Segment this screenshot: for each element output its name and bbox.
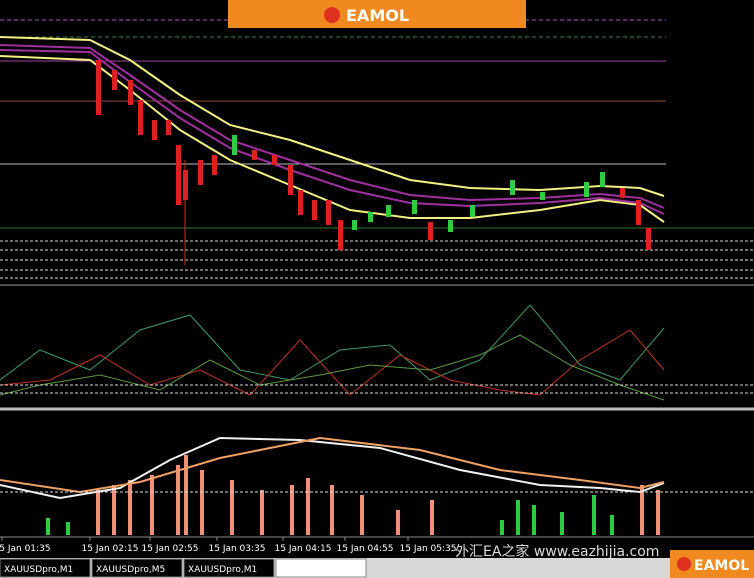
watermark-logo: EAMOL [694, 558, 749, 574]
tab[interactable]: XAUUSDpro,M5 [275, 558, 367, 578]
oscillator-panel [0, 304, 754, 411]
time-label: 15 Jan 04:15 [275, 544, 332, 554]
logo-banner [228, 0, 526, 28]
tab-label: XAUUSDpro,M1 [188, 565, 257, 575]
logo-text: EAMOL [346, 6, 409, 25]
tab-background [275, 558, 367, 578]
time-label: 15 Jan 02:55 [142, 544, 199, 554]
tab-background [91, 558, 183, 578]
tab-background [0, 558, 91, 578]
time-label: 15 Jan 02:15 [82, 544, 139, 554]
time-label: 15 Jan 04:55 [337, 544, 394, 554]
time-label: 15 Jan 05:35 [400, 544, 457, 554]
tab[interactable]: XAUUSDpro,M1 [0, 558, 91, 578]
watermark: 外汇EA之家 www.eazhijia.com [455, 543, 659, 560]
tab-label: XAUUSDpro,M1 [4, 565, 73, 575]
tab[interactable]: XAUUSDpro,M5 [91, 558, 183, 578]
time-label: 15 Jan 01:35 [0, 544, 50, 554]
logo-icon [324, 7, 340, 23]
tab[interactable]: XAUUSDpro,M1 [183, 558, 275, 578]
tab-background [183, 558, 275, 578]
watermark-logo-icon [677, 557, 691, 571]
tab-label: XAUUSDpro,M5 [280, 565, 349, 575]
histogram-panel [0, 436, 754, 538]
candles [96, 60, 651, 265]
tabs: XAUUSDpro,M1 XAUUSDpro,M5 XAUUSDpro,M1 XAUU… [0, 558, 367, 578]
time-label: 15 Jan 03:35 [209, 544, 266, 554]
tab-label: XAUUSDpro,M5 [96, 565, 165, 575]
